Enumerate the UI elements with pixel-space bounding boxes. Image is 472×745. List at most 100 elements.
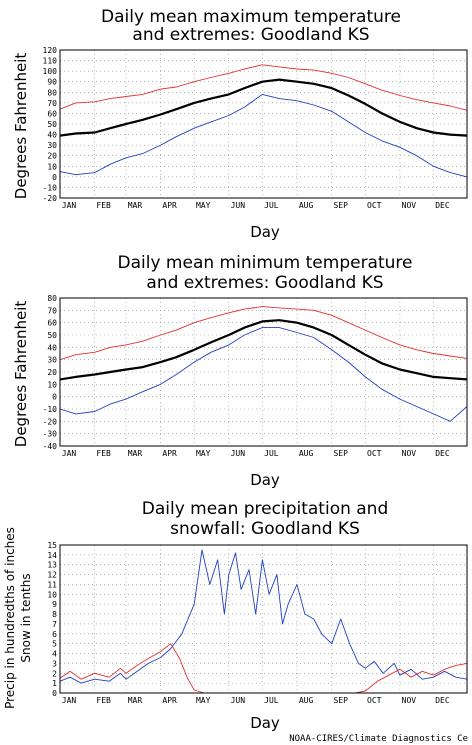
y-tick-label: 70 xyxy=(47,99,57,108)
plot-frame xyxy=(59,544,468,694)
y-tick-label: 20 xyxy=(47,368,57,377)
y-tick-label: -10 xyxy=(43,183,58,192)
y-tick-label: 20 xyxy=(47,152,57,161)
chart-panel-precip: Daily mean precipitation and snowfall: G… xyxy=(3,499,468,732)
y-tick-label: 40 xyxy=(47,343,57,352)
y-tick-label: 0 xyxy=(52,173,57,182)
chart-panel-max: Daily mean maximum temperature and extre… xyxy=(12,7,468,241)
chart-title-line2: and extremes: Goodland KS xyxy=(132,25,369,45)
x-tick-label-jul: JUL xyxy=(264,449,279,458)
x-tick-label-dec: DEC xyxy=(435,449,450,458)
y-tick-label: 13 xyxy=(47,561,57,570)
gridlines xyxy=(60,298,467,446)
x-axis-label: Day xyxy=(250,223,280,241)
y-tick-label: 50 xyxy=(47,331,57,340)
y-tick-label: 60 xyxy=(47,109,57,118)
chart-title-line2: snowfall: Goodland KS xyxy=(170,519,360,539)
y-tick-label: -20 xyxy=(43,194,58,203)
y-axis-label-line1: Precip in hundredths of inches xyxy=(3,527,17,709)
y-tick-label: 90 xyxy=(47,78,57,87)
series-line-snowfall xyxy=(59,643,468,694)
chart-panel-min: Daily mean minimum temperature and extre… xyxy=(12,253,468,489)
chart-title-line1: Daily mean minimum temperature xyxy=(118,253,413,273)
x-axis-label: Day xyxy=(250,471,280,489)
x-tick-label-jun: JUN xyxy=(231,201,246,210)
y-tick-label: -20 xyxy=(43,417,58,426)
y-tick-label: 0 xyxy=(52,689,57,698)
series-line-record-high xyxy=(59,64,468,111)
x-tick-label-may: MAY xyxy=(196,696,211,705)
y-tick-label: 40 xyxy=(47,131,57,140)
x-tick-label-jun: JUN xyxy=(231,696,246,705)
x-tick-label-feb: FEB xyxy=(96,449,111,458)
y-tick-label: 14 xyxy=(47,551,57,560)
y-tick-label: 4 xyxy=(52,650,57,659)
y-tick-label: -10 xyxy=(43,405,58,414)
series-line-precipitation xyxy=(59,549,468,684)
x-tick-label-apr: APR xyxy=(162,696,177,705)
y-tick-label: 1 xyxy=(52,679,57,688)
y-tick-label: 80 xyxy=(47,88,57,97)
series-line-record-high xyxy=(59,306,468,361)
y-tick-label: 15 xyxy=(47,541,57,550)
y-tick-label: 110 xyxy=(43,57,58,66)
x-tick-label-may: MAY xyxy=(196,201,211,210)
credit-text: NOAA-CIRES/Climate Diagnostics Ce xyxy=(289,734,468,744)
y-tick-label: 5 xyxy=(52,640,57,649)
series-layer xyxy=(59,549,468,694)
x-tick-labels: JAN FEB MAR APR MAY JUN JUL AUG SEP OCT NOV DEC xyxy=(62,201,450,210)
y-tick-label: 100 xyxy=(43,67,58,76)
y-tick-labels: -40 -30 -20 -10 0 10 20 30 40 50 60 70 80 xyxy=(43,294,58,451)
series-layer xyxy=(59,64,468,178)
y-tick-label: 8 xyxy=(52,610,57,619)
y-tick-label: -40 xyxy=(43,442,58,451)
y-tick-label: 12 xyxy=(47,571,57,580)
y-tick-label: 50 xyxy=(47,120,57,129)
chart-title-line1: Daily mean precipitation and xyxy=(142,499,389,519)
x-tick-label-nov: NOV xyxy=(402,449,417,458)
x-tick-label-jan: JAN xyxy=(62,449,77,458)
y-tick-label: 10 xyxy=(47,590,57,599)
x-tick-label-mar: MAR xyxy=(128,449,143,458)
x-tick-label-aug: AUG xyxy=(299,449,314,458)
y-tick-label: 11 xyxy=(47,580,57,589)
series-line-mean xyxy=(59,319,468,381)
x-tick-label-oct: OCT xyxy=(367,696,382,705)
x-tick-label-mar: MAR xyxy=(128,696,143,705)
x-tick-label-sep: SEP xyxy=(333,449,348,458)
x-tick-label-dec: DEC xyxy=(435,201,450,210)
y-tick-label: 80 xyxy=(47,294,57,303)
y-tick-label: 30 xyxy=(47,356,57,365)
gridlines xyxy=(60,545,467,693)
y-tick-label: 60 xyxy=(47,319,57,328)
x-tick-label-nov: NOV xyxy=(402,696,417,705)
y-tick-label: 10 xyxy=(47,380,57,389)
x-tick-label-jan: JAN xyxy=(62,201,77,210)
series-line-mean xyxy=(59,78,468,137)
series-line-record-low xyxy=(59,93,468,178)
y-axis-label: Degrees Fahrenheit xyxy=(12,301,30,448)
plot-frame xyxy=(59,49,468,199)
y-tick-label: 9 xyxy=(52,600,57,609)
y-tick-label: 0 xyxy=(52,393,57,402)
x-tick-labels: JAN FEB MAR APR MAY JUN JUL AUG SEP OCT NOV DEC xyxy=(62,449,450,458)
y-tick-label: 10 xyxy=(47,162,57,171)
x-tick-label-jan: JAN xyxy=(62,696,77,705)
x-tick-labels: JAN FEB MAR APR MAY JUN JUL AUG SEP OCT NOV DEC xyxy=(62,696,450,705)
plot-frame xyxy=(59,297,468,447)
x-tick-label-nov: NOV xyxy=(402,201,417,210)
series-layer xyxy=(59,306,468,422)
x-tick-label-feb: FEB xyxy=(96,696,111,705)
x-tick-label-oct: OCT xyxy=(367,449,382,458)
x-tick-label-jul: JUL xyxy=(264,696,279,705)
y-tick-label: 3 xyxy=(52,659,57,668)
x-tick-label-aug: AUG xyxy=(299,201,314,210)
y-tick-label: 7 xyxy=(52,620,57,629)
x-axis-label: Day xyxy=(250,714,280,732)
x-tick-label-apr: APR xyxy=(162,201,177,210)
series-line-record-low xyxy=(59,327,468,422)
x-tick-label-mar: MAR xyxy=(128,201,143,210)
